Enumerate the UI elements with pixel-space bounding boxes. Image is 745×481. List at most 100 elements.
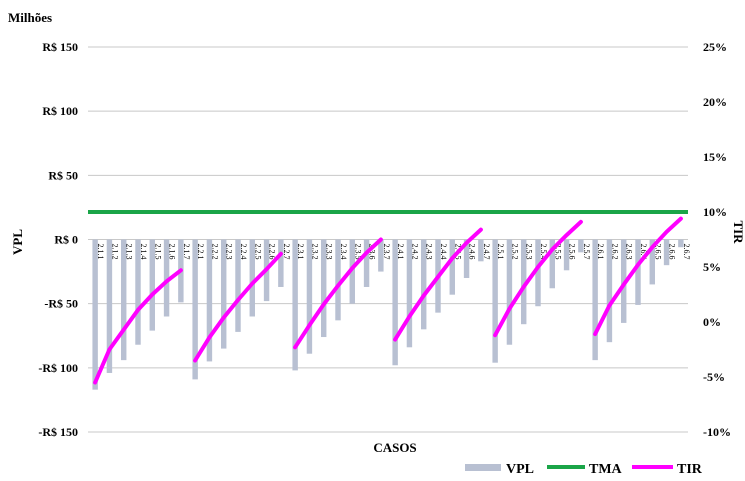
- category-label: 2.5.5: [553, 244, 562, 260]
- vpl-bars: [92, 239, 684, 390]
- vpl-bar: [506, 239, 513, 345]
- vpl-bar: [306, 239, 313, 354]
- legend-vpl-swatch: [465, 464, 501, 471]
- vpl-bar: [378, 239, 384, 272]
- vpl-bar: [549, 239, 555, 289]
- y2-tick-label: 5%: [703, 260, 721, 274]
- category-label: 2.6.1: [596, 244, 605, 260]
- y2-tick-label: -5%: [703, 370, 725, 384]
- category-label: 2.3.4: [339, 244, 348, 260]
- tir-line-group: [493, 219, 583, 338]
- category-label: 2.3.5: [353, 244, 362, 260]
- y-tick-label: -R$ 100: [38, 361, 78, 375]
- category-label: 2.4.7: [482, 244, 491, 260]
- vpl-bar: [235, 239, 241, 332]
- tir-line-group: [393, 227, 483, 342]
- vpl-bar: [121, 239, 127, 361]
- category-label: 2.1.7: [182, 244, 191, 260]
- vpl-bar: [521, 239, 527, 325]
- category-label: 2.2.1: [196, 244, 205, 260]
- y-tick-label: R$ 0: [54, 233, 78, 247]
- category-label: 2.3.3: [325, 244, 334, 260]
- category-label: 2.3.2: [310, 244, 319, 260]
- category-label: 2.2.7: [282, 244, 291, 260]
- category-label: 2.6.4: [639, 244, 648, 260]
- vpl-bar: [649, 239, 655, 285]
- vpl-bar: [321, 239, 327, 338]
- vpl-bar: [163, 239, 170, 317]
- vpl-bar: [249, 239, 255, 317]
- vpl-bar: [206, 239, 213, 362]
- vpl-bar: [392, 239, 398, 366]
- category-label: 2.4.2: [410, 244, 419, 260]
- vpl-bar: [635, 239, 641, 305]
- category-label: 2.6.5: [653, 244, 662, 260]
- category-label: 2.4.3: [425, 244, 434, 260]
- category-label: 2.5.6: [568, 244, 577, 260]
- category-label: 2.6.7: [682, 244, 691, 260]
- y-tick-label: -R$ 150: [38, 425, 78, 439]
- y2-tick-label: 10%: [703, 205, 727, 219]
- right-axis-ticks: 25% 20% 15% 10% 5% 0% -5% -10%: [703, 40, 731, 439]
- category-label: 2.1.4: [139, 244, 148, 260]
- vpl-bar: [421, 239, 427, 330]
- category-label: 2.5.3: [525, 244, 534, 260]
- category-label: 2.3.7: [382, 244, 391, 260]
- vpl-bar: [492, 239, 498, 363]
- left-axis-ticks: R$ 150 R$ 100 R$ 50 R$ 0 -R$ 50 -R$ 100 -R$ 15…: [38, 40, 78, 439]
- category-label: 2.2.6: [268, 244, 277, 260]
- category-label: 2.1.1: [96, 244, 105, 260]
- category-label: 2.5.7: [582, 244, 591, 260]
- category-label: 2.2.2: [210, 244, 219, 260]
- tir-line-group: [193, 251, 283, 363]
- y2-tick-label: 20%: [703, 95, 727, 109]
- category-label: 2.2.5: [253, 244, 262, 260]
- category-label: 2.2.3: [225, 244, 234, 260]
- gridlines: [88, 46, 688, 433]
- vpl-bar: [592, 239, 598, 361]
- vpl-bar: [92, 239, 98, 390]
- vpl-bar: [663, 239, 670, 266]
- vpl-bar: [192, 239, 198, 380]
- lines: [88, 210, 688, 385]
- category-label: 2.6.2: [610, 244, 619, 260]
- vpl-bar: [406, 239, 413, 348]
- vpl-bar: [221, 239, 227, 349]
- category-label: 2.4.1: [396, 244, 405, 260]
- y2-tick-label: -10%: [703, 425, 731, 439]
- tir-line-group: [593, 216, 683, 337]
- vpl-bar: [563, 239, 570, 271]
- y2-tick-label: 25%: [703, 40, 727, 54]
- category-label: 2.2.4: [239, 244, 248, 260]
- category-labels: 2.1.1 2.1.2 2.1.3 2.1.4 2.1.5 2.1.6 2.1.7 2.2.1…: [96, 244, 691, 260]
- y-tick-label: R$ 50: [48, 168, 78, 182]
- y2-tick-label: 15%: [703, 150, 727, 164]
- category-label: 2.1.6: [168, 244, 177, 260]
- y2-tick-label: 0%: [703, 315, 721, 329]
- y-tick-label: -R$ 50: [44, 297, 78, 311]
- category-label: 2.1.5: [153, 244, 162, 260]
- vpl-bar: [106, 239, 113, 373]
- vpl-bar: [535, 239, 541, 307]
- category-label: 2.5.1: [496, 244, 505, 260]
- vpl-bar: [449, 239, 455, 295]
- legend: VPL TMA TIR: [465, 462, 703, 477]
- category-label: 2.5.4: [539, 244, 548, 260]
- vpl-bar: [363, 239, 370, 287]
- category-label: 2.4.6: [468, 244, 477, 260]
- category-label: 2.1.2: [110, 244, 119, 260]
- vpl-bar: [678, 239, 684, 248]
- tir-line-group: [293, 237, 383, 350]
- legend-vpl-label: VPL: [506, 462, 534, 477]
- vpl-bar: [149, 239, 155, 331]
- vpl-bar: [335, 239, 341, 321]
- vpl-bar: [463, 239, 470, 278]
- category-label: 2.6.3: [625, 244, 634, 260]
- y-tick-label: R$ 150: [42, 40, 78, 54]
- unit-label: Milhões: [8, 10, 52, 25]
- category-label: 2.3.6: [368, 244, 377, 260]
- vpl-bar: [349, 239, 355, 304]
- tir-line-group: [93, 268, 183, 385]
- category-label: 2.1.3: [125, 244, 134, 260]
